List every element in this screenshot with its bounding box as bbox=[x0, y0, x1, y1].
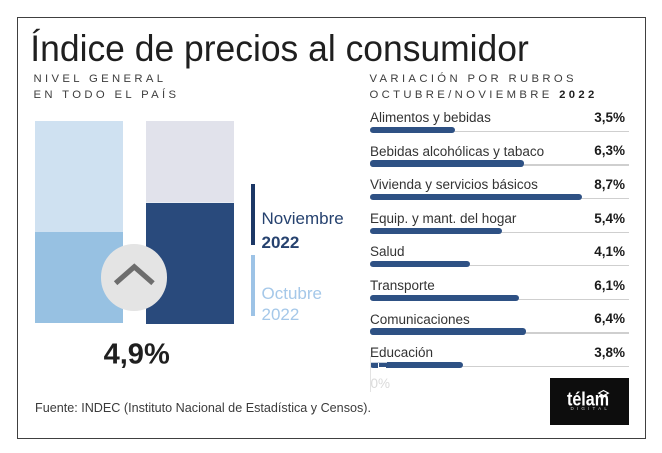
svg-text:DIGITAL: DIGITAL bbox=[570, 406, 610, 411]
svg-text:4,9%: 4,9% bbox=[104, 339, 170, 371]
svg-text:télam: télam bbox=[567, 389, 609, 410]
svg-text:Índice de precios al consumido: Índice de precios al consumidor bbox=[30, 27, 529, 69]
